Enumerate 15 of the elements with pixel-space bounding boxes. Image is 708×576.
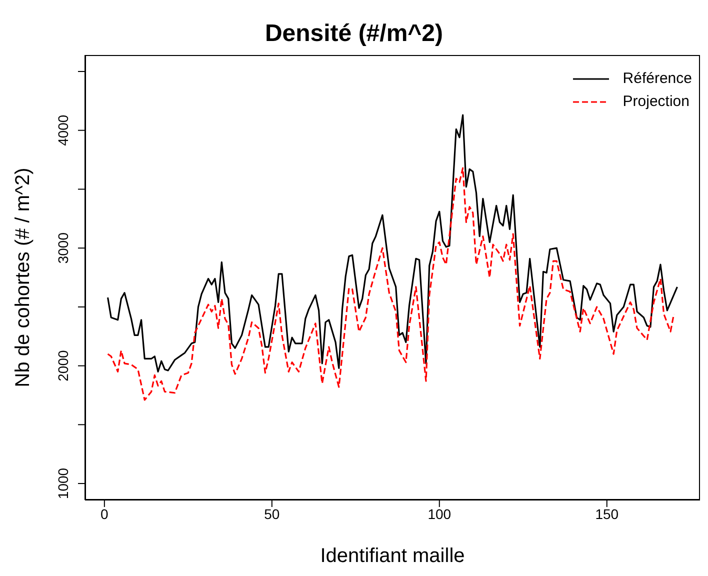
line-series [106,167,675,401]
legend-label: Projection [622,93,690,110]
line-series [106,114,678,372]
chart-title: Densité (#/m^2) [264,20,444,48]
x-tick-label: 0 [100,506,109,522]
legend-label: Référence [622,70,692,87]
y-tick-label: 2000 [55,350,71,382]
y-axis-title: Nb de cohortes (# / m^2) [12,168,34,388]
y-tick-label: 1000 [55,468,71,500]
x-tick-label: 100 [428,506,452,522]
y-tick-label: 3000 [55,232,71,264]
y-tick-label: 4000 [55,114,71,146]
x-axis-title: Identifiant maille [320,545,465,567]
x-tick-label: 150 [595,506,619,522]
x-tick-label: 50 [264,506,280,522]
